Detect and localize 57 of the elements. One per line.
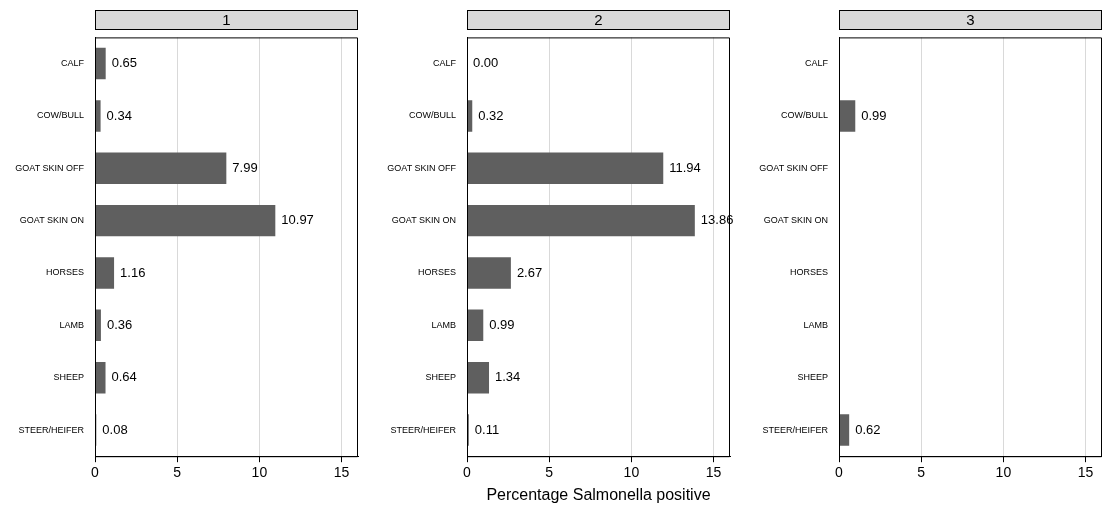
y-tick-label: CALF — [432, 58, 457, 69]
y-tick-label: HORSES — [45, 267, 84, 278]
y-tick-label: GOAT SKIN OFF — [15, 162, 85, 173]
y-tick-label: CALF — [60, 58, 85, 69]
data-label: 0.34 — [106, 107, 132, 123]
y-tick-label: COW/BULL — [780, 110, 828, 121]
data-label: 11.94 — [669, 159, 701, 175]
x-axis-title: Percentage Salmonella positive — [485, 486, 712, 504]
y-tick-label: STEER/HEIFER — [762, 424, 829, 435]
chart-title: 2 — [467, 10, 730, 30]
data-label: 0.08 — [102, 421, 128, 437]
y-tick-label: STEER/HEIFER — [390, 424, 457, 435]
data-label: 0.11 — [474, 421, 500, 437]
x-tick-label: 0 — [835, 464, 844, 481]
y-tick-label: HORSES — [417, 267, 456, 278]
data-label: 0.36 — [106, 316, 133, 332]
x-tick-label: 0 — [463, 464, 472, 481]
x-tick-label: 5 — [545, 464, 554, 481]
y-tick-label: GOAT SKIN OFF — [387, 162, 457, 173]
x-tick-label: 10 — [251, 464, 268, 481]
y-tick-label: GOAT SKIN ON — [763, 215, 828, 226]
y-tick-label: COW/BULL — [408, 110, 456, 121]
data-label: 7.99 — [232, 159, 258, 175]
data-label: 2.67 — [516, 264, 543, 280]
data-label: 1.16 — [120, 264, 146, 280]
data-label: 0.99 — [861, 107, 887, 123]
data-label: 0.99 — [489, 316, 515, 332]
y-tick-label: SHEEP — [53, 372, 84, 383]
x-tick-label: 15 — [333, 464, 350, 481]
data-label: 0.00 — [473, 55, 499, 71]
data-label: 10.97 — [281, 212, 314, 228]
x-tick-label: 10 — [623, 464, 640, 481]
x-tick-label: 10 — [995, 464, 1012, 481]
x-tick-label: 15 — [705, 464, 722, 481]
x-tick-label: 15 — [1077, 464, 1094, 481]
x-tick-label: 0 — [91, 464, 100, 481]
data-label: 0.62 — [855, 421, 881, 437]
y-tick-label: STEER/HEIFER — [18, 424, 85, 435]
data-label: 0.32 — [478, 107, 504, 123]
y-tick-label: LAMB — [803, 319, 828, 330]
x-tick-label: 5 — [917, 464, 926, 481]
chart-title: 3 — [839, 10, 1102, 30]
y-tick-label: GOAT SKIN OFF — [759, 162, 829, 173]
y-tick-label: SHEEP — [797, 372, 828, 383]
y-tick-label: CALF — [804, 58, 829, 69]
y-tick-label: LAMB — [431, 319, 456, 330]
y-tick-label: HORSES — [789, 267, 828, 278]
y-tick-label: LAMB — [59, 319, 84, 330]
y-tick-label: GOAT SKIN ON — [19, 215, 84, 226]
data-label: 0.64 — [111, 369, 137, 385]
y-tick-label: COW/BULL — [36, 110, 84, 121]
x-tick-label: 5 — [173, 464, 182, 481]
data-label: 0.65 — [111, 55, 137, 71]
y-tick-label: GOAT SKIN ON — [391, 215, 456, 226]
y-tick-label: SHEEP — [425, 372, 456, 383]
data-label: 1.34 — [495, 369, 521, 385]
chart-title: 1 — [95, 10, 358, 30]
